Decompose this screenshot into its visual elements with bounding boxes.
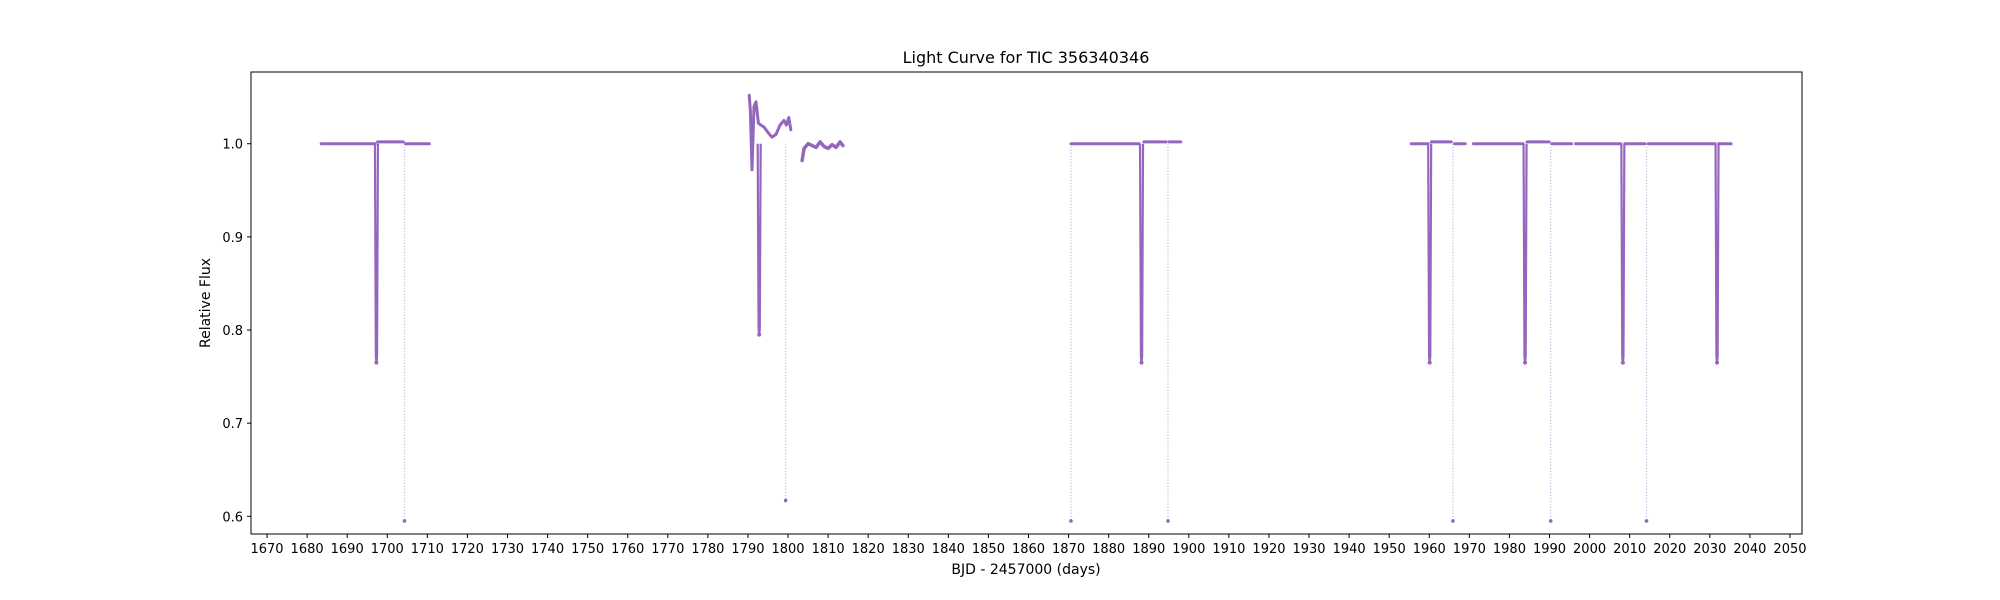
- x-tick-label: 1720: [451, 542, 484, 557]
- eclipse-minimum-point: [1620, 360, 1625, 365]
- x-tick-label: 1910: [1212, 542, 1245, 557]
- x-tick-label: 1680: [291, 542, 324, 557]
- y-tick-label: 0.6: [222, 510, 243, 525]
- y-tick-label: 1.0: [222, 138, 243, 153]
- data-layer: [319, 93, 1733, 523]
- x-tick-label: 1980: [1493, 542, 1526, 557]
- x-tick-label: 1710: [411, 542, 444, 557]
- eclipse-minimum-point: [757, 332, 762, 337]
- x-tick-label: 1830: [892, 542, 925, 557]
- eclipse-minimum-point: [374, 360, 379, 365]
- eclipse-minimum-point: [1644, 519, 1649, 523]
- y-axis: 0.6 0.7 0.8 0.9 1.0: [222, 138, 251, 525]
- eclipse-minimum-point: [1139, 360, 1144, 365]
- x-tick-label: 1820: [852, 542, 885, 557]
- chart-title: Light Curve for TIC 356340346: [903, 48, 1150, 67]
- x-tick-label: 1960: [1413, 542, 1446, 557]
- eclipse-minimum-point: [1548, 519, 1553, 523]
- x-tick-label: 1880: [1092, 542, 1125, 557]
- x-tick-label: 1770: [651, 542, 684, 557]
- x-tick-label: 2010: [1613, 542, 1646, 557]
- x-tick-label: 1780: [691, 542, 724, 557]
- x-tick-label: 1930: [1292, 542, 1325, 557]
- x-axis-label: BJD - 2457000 (days): [951, 562, 1100, 578]
- x-tick-label: 1900: [1172, 542, 1205, 557]
- x-tick-label: 2030: [1693, 542, 1726, 557]
- x-tick-label: 1810: [812, 542, 845, 557]
- x-tick-label: 1970: [1453, 542, 1486, 557]
- x-tick-label: 1800: [771, 542, 804, 557]
- y-tick-label: 0.7: [222, 417, 243, 432]
- x-tick-label: 1700: [371, 542, 404, 557]
- x-tick-label: 1790: [731, 542, 764, 557]
- plot-frame: [250, 71, 1803, 535]
- y-axis-label: Relative Flux: [198, 258, 214, 348]
- eclipse-minimum-point: [783, 498, 788, 503]
- eclipse-minimum-point: [1523, 360, 1528, 365]
- x-tick-label: 1850: [972, 542, 1005, 557]
- flux-post-gap-segment: [800, 140, 845, 163]
- x-tick-label: 1670: [250, 542, 283, 557]
- flux-variable-segment: [747, 93, 793, 172]
- x-tick-label: 1940: [1333, 542, 1366, 557]
- x-tick-label: 1990: [1533, 542, 1566, 557]
- x-tick-label: 2020: [1653, 542, 1686, 557]
- x-tick-label: 2050: [1773, 542, 1806, 557]
- x-tick-label: 1920: [1252, 542, 1285, 557]
- y-tick-label: 0.8: [222, 324, 243, 339]
- x-tick-label: 2040: [1733, 542, 1766, 557]
- x-tick-label: 1740: [531, 542, 564, 557]
- x-tick-label: 2000: [1573, 542, 1606, 557]
- eclipse-minimum-point: [1451, 519, 1455, 523]
- x-axis: 1670 1680 1690 1700 1710 1720 1730 1740 1750 1760…: [250, 534, 1807, 557]
- eclipse-minimum-point: [1166, 519, 1170, 523]
- x-tick-label: 1730: [491, 542, 524, 557]
- x-tick-label: 1840: [932, 542, 965, 557]
- x-tick-label: 1760: [611, 542, 644, 557]
- x-tick-label: 1690: [331, 542, 364, 557]
- x-tick-label: 1950: [1373, 542, 1406, 557]
- x-tick-label: 1870: [1052, 542, 1085, 557]
- eclipse-minimum-point: [402, 519, 407, 523]
- y-tick-label: 0.9: [222, 231, 243, 246]
- x-tick-label: 1750: [571, 542, 604, 557]
- eclipse-minimum-point: [1069, 519, 1073, 523]
- eclipse-minimum-point: [1715, 360, 1720, 365]
- eclipse-minimum-point: [1427, 360, 1432, 365]
- x-tick-label: 1890: [1132, 542, 1165, 557]
- x-tick-label: 1860: [1012, 542, 1045, 557]
